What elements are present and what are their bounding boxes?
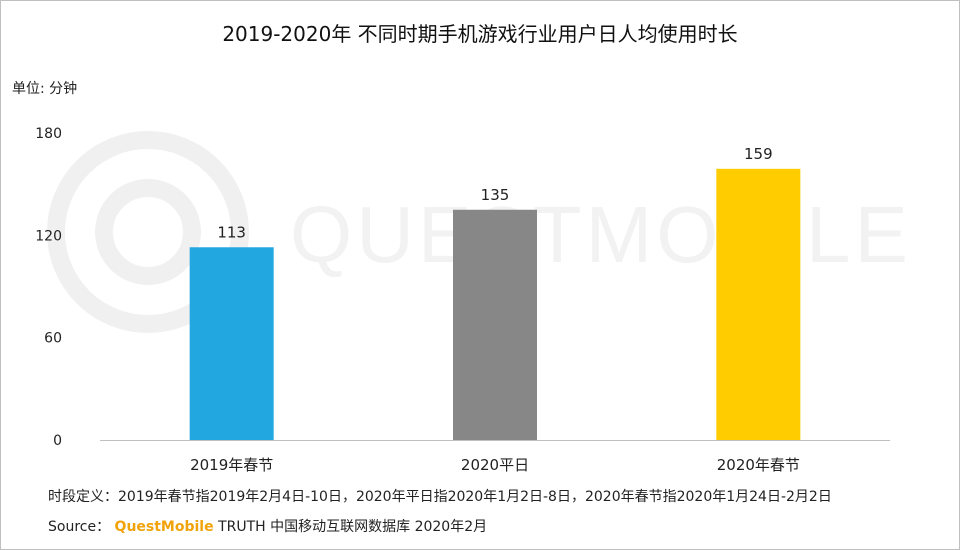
data-label: 135 bbox=[481, 186, 510, 204]
data-label: 113 bbox=[217, 223, 246, 241]
y-tick-label: 180 bbox=[35, 126, 62, 142]
x-tick-label: 2020平日 bbox=[461, 456, 529, 474]
y-tick-label: 0 bbox=[53, 433, 62, 449]
x-axis: 2019年春节 2020平日 2020年春节 bbox=[100, 440, 890, 474]
source-brand: QuestMobile bbox=[114, 519, 214, 535]
bars: 113 135 159 bbox=[189, 145, 801, 441]
chart-title: 2019-2020年 不同时期手机游戏行业用户日人均使用时长 bbox=[222, 22, 738, 46]
source-prefix: Source： bbox=[48, 519, 111, 535]
x-tick-label: 2020年春节 bbox=[717, 456, 800, 474]
y-tick-label: 60 bbox=[44, 331, 62, 347]
bar bbox=[189, 247, 274, 440]
bar bbox=[716, 168, 801, 441]
source-line: Source： QuestMobile TRUTH 中国移动互联网数据库 202… bbox=[48, 516, 487, 536]
bar bbox=[453, 209, 537, 440]
unit-label: 单位: 分钟 bbox=[12, 81, 78, 97]
data-label: 159 bbox=[744, 145, 773, 163]
x-tick-label: 2019年春节 bbox=[190, 456, 273, 474]
y-tick-label: 120 bbox=[35, 228, 62, 244]
y-axis: 0 60 120 180 bbox=[35, 126, 62, 449]
source-rest: TRUTH 中国移动互联网数据库 2020年2月 bbox=[218, 519, 488, 535]
period-definition-note: 时段定义：2019年春节指2019年2月4日-10日，2020年平日指2020年… bbox=[48, 489, 832, 505]
